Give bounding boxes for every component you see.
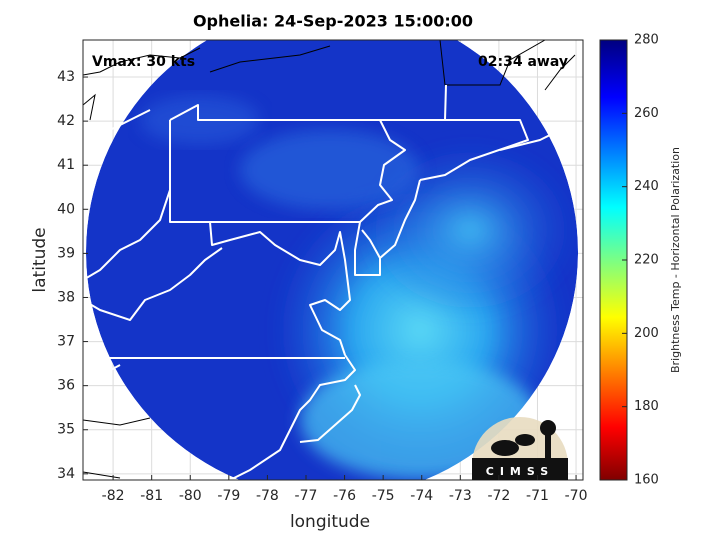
x-tick-label: -77 — [295, 488, 318, 504]
colorbar-tick-label: 260 — [634, 106, 659, 121]
coastlines — [83, 84, 561, 480]
x-tick-label: -81 — [140, 488, 163, 504]
y-tick-label: 43 — [57, 69, 75, 85]
annotation: 02:34 away — [478, 54, 568, 70]
chart-title: Ophelia: 24-Sep-2023 15:00:00 — [193, 12, 473, 31]
y-axis-label: latitude — [30, 227, 50, 292]
disc-layer — [83, 40, 578, 480]
colorbar-tick-label: 180 — [634, 399, 659, 414]
x-tick-label: -71 — [526, 488, 549, 504]
y-tick-label: 40 — [57, 201, 75, 217]
x-tick-label: -72 — [487, 488, 510, 504]
colorbar-label: Brightness Temp - Horizontal Polarizatio… — [669, 147, 682, 373]
y-tick-label: 39 — [57, 245, 75, 261]
x-tick-label: -80 — [179, 488, 202, 504]
x-tick-label: -73 — [449, 488, 472, 504]
colorbar-tick-label: 280 — [634, 33, 659, 48]
logo-text: CIMSS — [486, 465, 554, 478]
x-axis-label: longitude — [290, 512, 370, 532]
logo: CIMSS — [472, 417, 568, 480]
y-tick-label: 41 — [57, 157, 75, 173]
x-tick-label: -82 — [102, 488, 125, 504]
outer-borders — [83, 40, 576, 479]
x-tick-label: -70 — [565, 488, 588, 504]
y-tick-label: 42 — [57, 113, 75, 129]
annotation: Vmax: 30 kts — [92, 54, 195, 70]
x-tick-label: -74 — [410, 488, 433, 504]
x-tick-label: -78 — [256, 488, 279, 504]
y-tick-label: 38 — [57, 289, 75, 305]
x-tick-label: -76 — [333, 488, 356, 504]
colorbar-tick-label: 220 — [634, 253, 659, 268]
colorbar-tick-label: 160 — [634, 473, 659, 488]
x-tick-label: -75 — [372, 488, 395, 504]
y-tick-label: 36 — [57, 378, 75, 394]
y-tick-label: 34 — [57, 466, 75, 482]
y-tick-label: 35 — [57, 422, 75, 438]
colorbar-tick-label: 200 — [634, 326, 659, 341]
plot-frame — [82, 39, 584, 481]
colorbar-tick-label: 240 — [634, 179, 659, 194]
x-tick-label: -79 — [217, 488, 240, 504]
y-tick-label: 37 — [57, 334, 75, 350]
